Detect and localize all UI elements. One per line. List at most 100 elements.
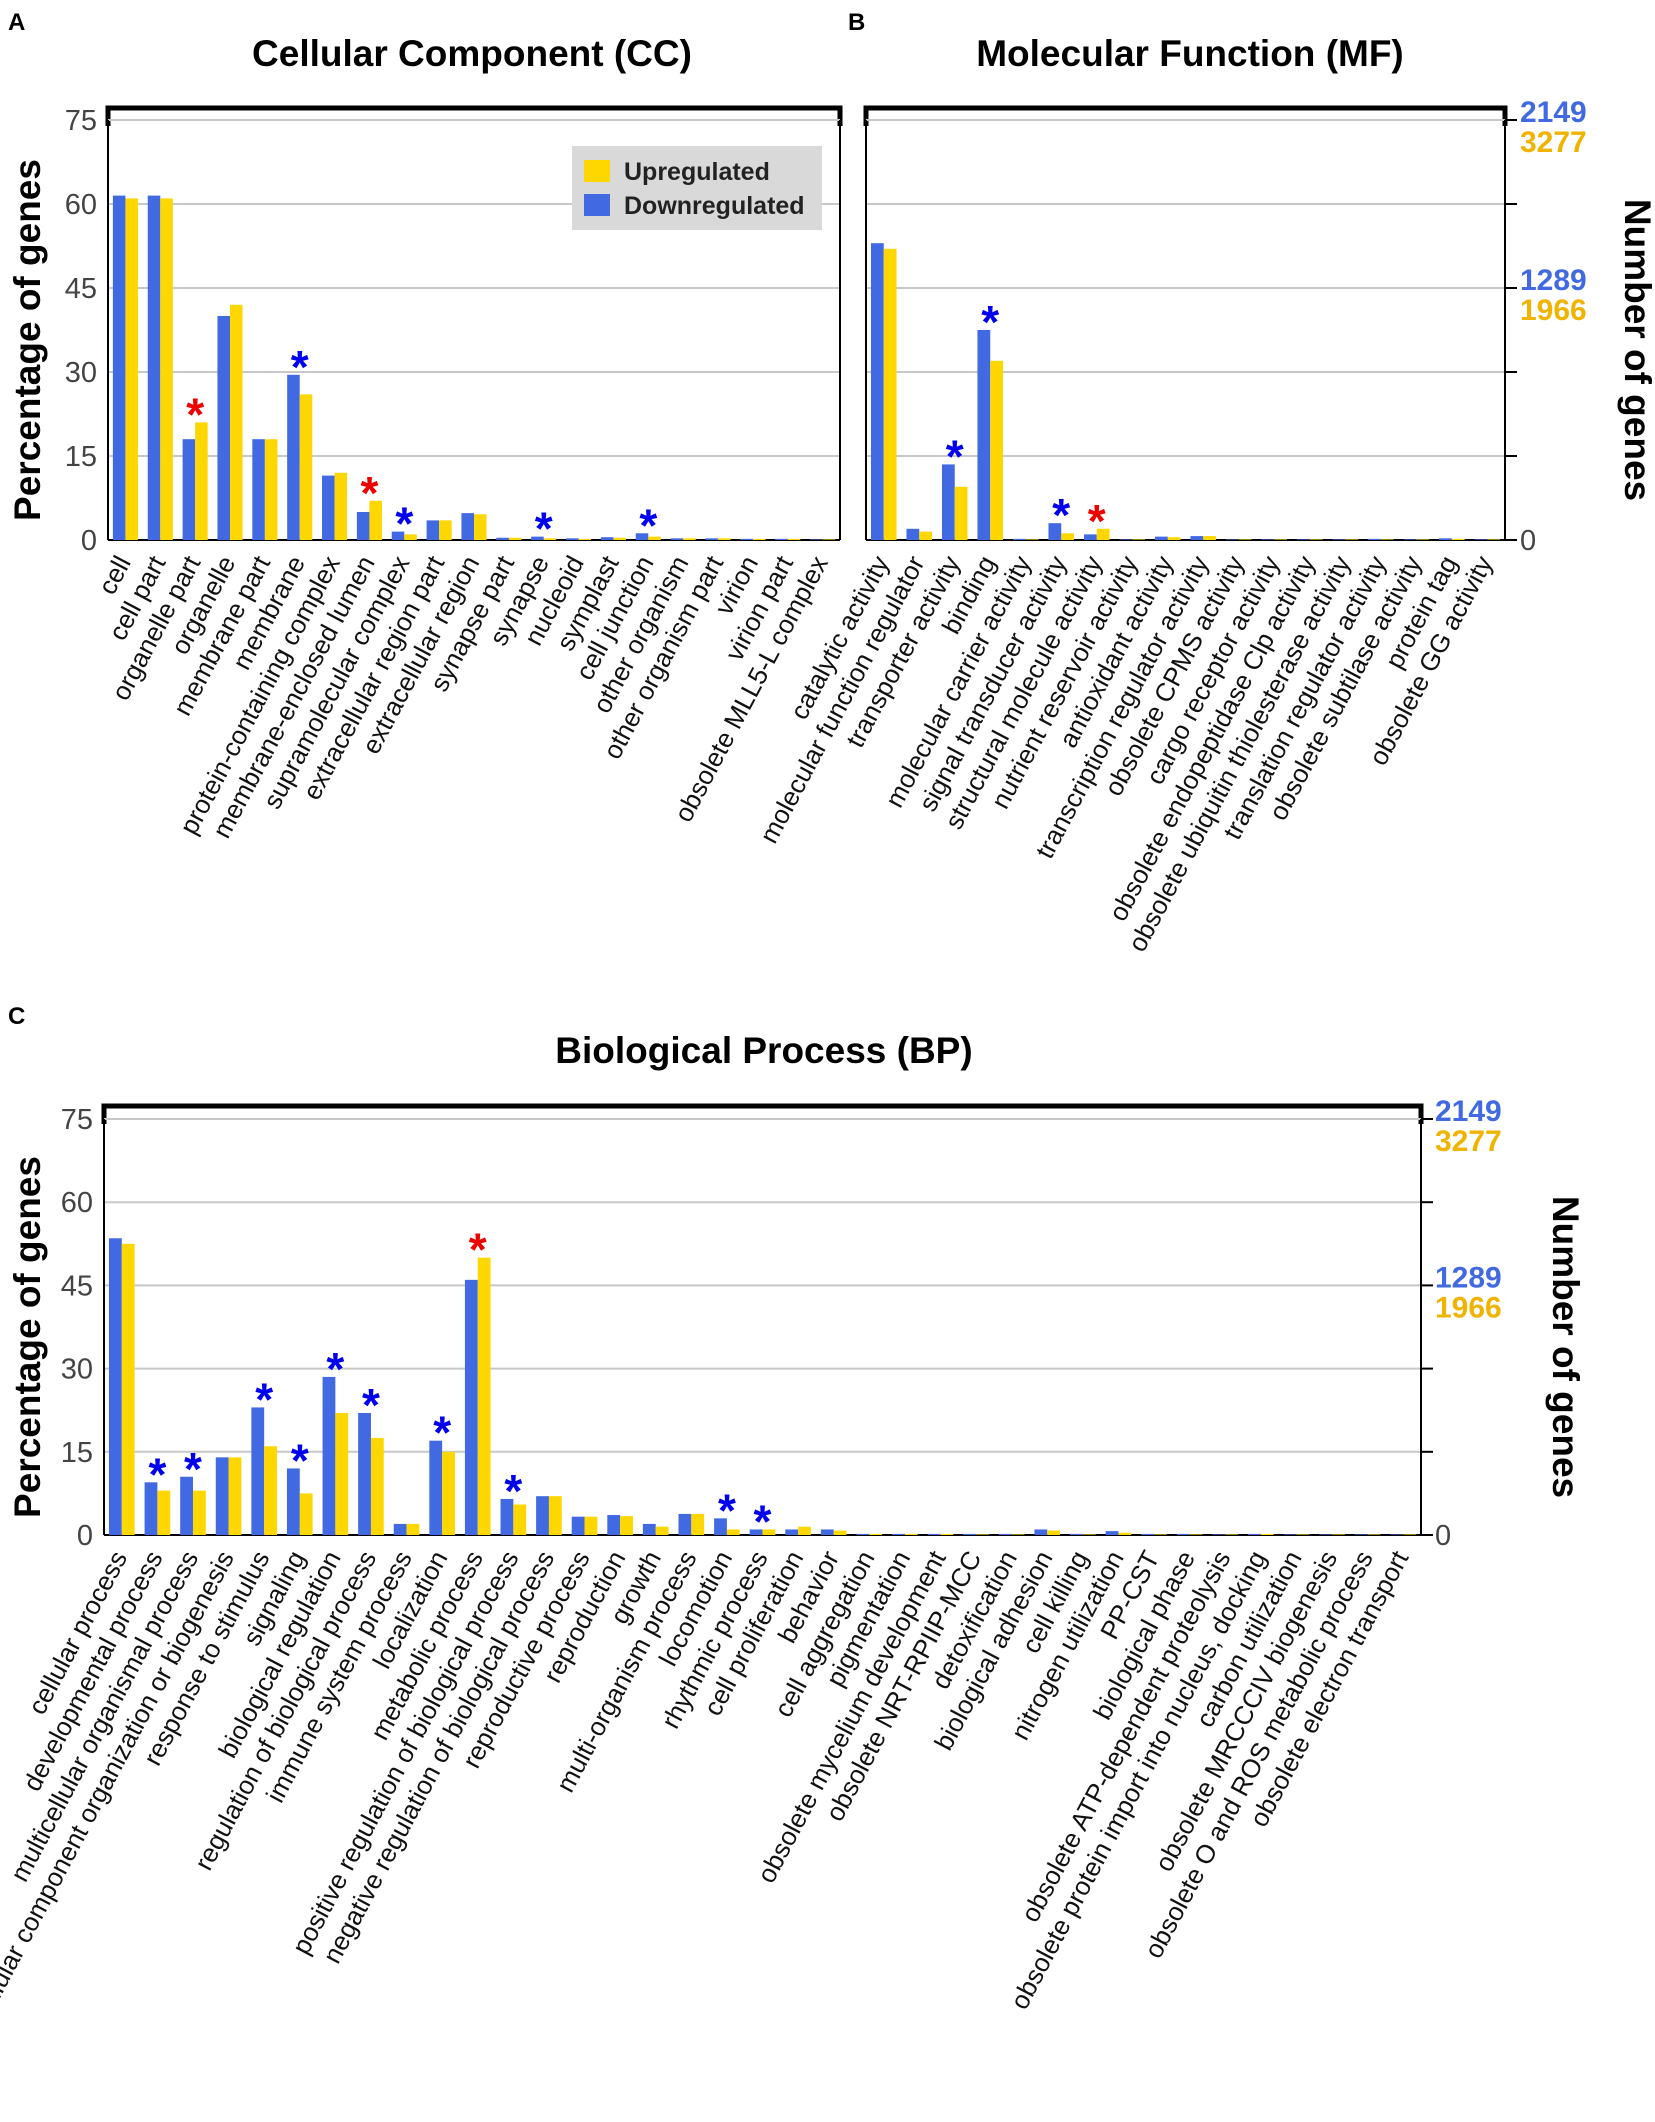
- bar-downregulated: [1367, 538, 1381, 540]
- bar-upregulated: [1203, 536, 1217, 540]
- bar-upregulated: [1167, 537, 1181, 540]
- bar-upregulated: [1380, 539, 1394, 540]
- bar-upregulated: [508, 537, 522, 540]
- significance-star: *: [291, 1434, 309, 1486]
- bar-downregulated: [251, 1407, 265, 1535]
- y-tick-label: 30: [61, 1354, 93, 1386]
- bar-upregulated: [1025, 539, 1039, 540]
- panel-a-cellular-component: A Cellular Component (CC) 0 15 30 45 60 75 Perce…: [7, 9, 843, 843]
- bar-downregulated: [180, 1476, 193, 1535]
- panel-letter: B: [848, 9, 865, 36]
- bar-upregulated: [1011, 1534, 1025, 1535]
- bar-upregulated: [334, 472, 348, 540]
- bar-upregulated: [655, 1526, 669, 1535]
- bar-upregulated: [335, 1412, 349, 1535]
- panel-letter: C: [8, 1003, 25, 1030]
- bar-downregulated: [1332, 539, 1346, 540]
- bar-upregulated: [1451, 538, 1465, 540]
- y-tick-label: 30: [65, 357, 97, 389]
- bar-upregulated: [1416, 539, 1430, 540]
- bar-upregulated: [869, 1533, 883, 1535]
- panel-letter: A: [8, 9, 25, 36]
- bar-upregulated: [1189, 1534, 1203, 1535]
- bar-upregulated: [726, 1529, 740, 1535]
- bar-downregulated: [1012, 538, 1026, 540]
- bar-downregulated: [1105, 1531, 1119, 1535]
- bar-upregulated: [228, 1457, 242, 1535]
- bar-downregulated: [108, 1238, 122, 1535]
- y-axis-label: Percentage of genes: [7, 159, 48, 521]
- chart-title: Cellular Component (CC): [252, 33, 692, 74]
- bar-downregulated: [1048, 523, 1062, 540]
- chart-title: Molecular Function (MF): [976, 33, 1404, 74]
- bar-downregulated: [1141, 1533, 1155, 1535]
- y-tick-label: 15: [65, 441, 97, 473]
- bar-downregulated: [1403, 539, 1417, 540]
- right-count-up: 1966: [1435, 1291, 1502, 1324]
- significance-star: *: [504, 1465, 522, 1517]
- bar-upregulated: [990, 360, 1004, 540]
- significance-star: *: [1052, 489, 1070, 541]
- bar-upregulated: [513, 1504, 527, 1535]
- significance-star: *: [148, 1448, 166, 1500]
- bar-upregulated: [620, 1516, 633, 1535]
- bar-upregulated: [370, 1437, 384, 1535]
- right-count-zero: 0: [1520, 525, 1536, 557]
- bar-downregulated: [749, 1529, 763, 1535]
- bar-downregulated: [642, 1523, 656, 1535]
- bar-upregulated: [474, 514, 487, 540]
- bar-downregulated: [112, 195, 126, 540]
- significance-star: *: [1088, 495, 1106, 547]
- bar-downregulated: [1390, 1534, 1404, 1535]
- legend-swatch-down: [584, 194, 610, 216]
- y2-axis-label: Number of genes: [1617, 199, 1655, 501]
- bar-downregulated: [1034, 1529, 1048, 1535]
- bar-downregulated: [1248, 1533, 1261, 1535]
- legend: Upregulated Downregulated: [572, 146, 822, 230]
- bar-downregulated: [1354, 1534, 1368, 1535]
- significance-star: *: [184, 1443, 202, 1495]
- legend-swatch-up: [584, 160, 610, 182]
- bar-downregulated: [1176, 1533, 1190, 1535]
- significance-star: *: [395, 498, 413, 550]
- bar-downregulated: [391, 531, 405, 540]
- bar-downregulated: [536, 1496, 549, 1535]
- bar-downregulated: [1154, 536, 1168, 540]
- bar-upregulated: [940, 1533, 954, 1535]
- bar-upregulated: [264, 1446, 277, 1535]
- right-count-up: 3277: [1435, 1125, 1502, 1158]
- significance-star: *: [186, 388, 204, 440]
- bar-downregulated: [500, 1498, 514, 1535]
- bar-downregulated: [464, 1279, 478, 1535]
- bar-upregulated: [477, 1257, 491, 1535]
- significance-star: *: [433, 1407, 451, 1459]
- bar-downregulated: [810, 539, 823, 540]
- bar-upregulated: [1238, 539, 1252, 540]
- bar-upregulated: [578, 538, 592, 540]
- bar-downregulated: [1296, 539, 1310, 540]
- bar-downregulated: [820, 1529, 834, 1535]
- bar-downregulated: [775, 538, 788, 540]
- right-count-down: 1289: [1520, 264, 1587, 297]
- legend-background: [572, 146, 822, 230]
- y-tick-label: 0: [77, 1520, 93, 1552]
- bar-downregulated: [144, 1482, 158, 1535]
- bar-downregulated: [1190, 536, 1204, 540]
- title-bracket: [101, 1103, 1424, 1124]
- bar-downregulated: [566, 538, 579, 540]
- y-axis-label: Percentage of genes: [7, 1156, 48, 1518]
- bar-upregulated: [1154, 1534, 1167, 1535]
- bar-upregulated: [442, 1451, 455, 1535]
- significance-star: *: [469, 1224, 487, 1276]
- bar-upregulated: [1403, 1534, 1417, 1535]
- bar-upregulated: [1296, 1534, 1310, 1535]
- bar-downregulated: [287, 374, 300, 540]
- bar-downregulated: [740, 538, 753, 540]
- bar-downregulated: [1474, 539, 1488, 540]
- bar-upregulated: [299, 1493, 313, 1535]
- bar-downregulated: [1438, 538, 1452, 540]
- bar-downregulated: [358, 1412, 371, 1535]
- title-bracket: [105, 105, 843, 126]
- bar-upregulated: [833, 1530, 847, 1535]
